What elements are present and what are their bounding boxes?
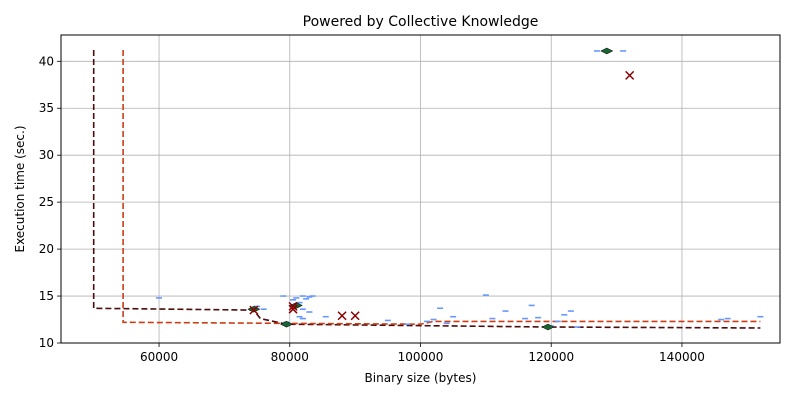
- cross-point: [350, 311, 360, 321]
- y-tick-label: 25: [39, 195, 54, 209]
- y-tick-label: 10: [39, 336, 54, 350]
- y-tick-label: 15: [39, 289, 54, 303]
- cross-point: [249, 305, 259, 315]
- x-tick-label: 100000: [398, 350, 444, 364]
- highlight-point: [600, 47, 614, 55]
- x-tick-label: 140000: [659, 350, 705, 364]
- x-tick-label: 60000: [140, 350, 178, 364]
- cross-point: [288, 301, 298, 311]
- x-tick-label: 120000: [528, 350, 574, 364]
- chart-title: Powered by Collective Knowledge: [303, 14, 539, 30]
- y-tick-label: 20: [39, 242, 54, 256]
- pareto-frontier-line: [92, 50, 761, 329]
- cross-point: [625, 70, 635, 80]
- highlight-point: [279, 320, 294, 328]
- y-tick-label: 30: [39, 148, 54, 162]
- cross-point: [288, 304, 298, 314]
- x-axis-title: Binary size (bytes): [365, 371, 477, 385]
- y-tick-label: 40: [39, 54, 54, 68]
- cross-point: [337, 311, 347, 321]
- ticks: 60000 80000 100000 120000 140000 10 15 20 25 30 35…: [39, 54, 705, 364]
- plot-area: [92, 47, 764, 331]
- grid: [61, 35, 780, 344]
- x-tick-label: 80000: [271, 350, 309, 364]
- pareto-frontier-line: [122, 50, 761, 326]
- y-tick-label: 35: [39, 101, 54, 115]
- y-axis-title: Execution time (sec.): [13, 125, 27, 252]
- highlight-point: [541, 323, 555, 331]
